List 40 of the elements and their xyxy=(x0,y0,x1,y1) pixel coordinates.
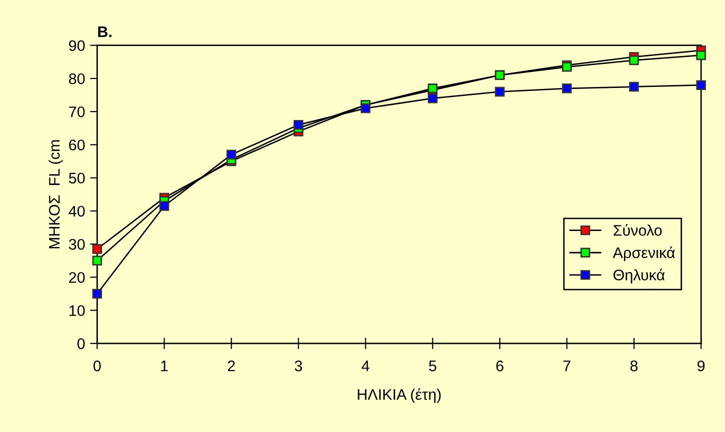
x-tick-label: 6 xyxy=(496,360,504,372)
y-tick-label: 50 xyxy=(68,172,85,184)
point xyxy=(159,201,170,211)
point xyxy=(562,84,572,94)
x-tick-label: 2 xyxy=(228,360,235,372)
x-tick-label: 8 xyxy=(630,360,638,372)
point xyxy=(226,150,236,160)
legend-label: Θηλυκά xyxy=(614,268,665,284)
y-axis-title: ΜΗΚΟΣ FL (cm xyxy=(48,140,63,248)
y-tick-label: 0 xyxy=(77,338,85,350)
point xyxy=(92,244,102,254)
point xyxy=(92,288,102,299)
point xyxy=(696,80,706,90)
y-tick-label: 10 xyxy=(70,305,85,316)
point xyxy=(629,55,639,66)
x-tick-label: 4 xyxy=(362,360,370,372)
point xyxy=(92,256,102,266)
legend-label: Σύνολο xyxy=(614,224,662,236)
y-tick-label: 20 xyxy=(69,272,85,283)
x-tick-label: 9 xyxy=(698,360,705,372)
point xyxy=(360,103,370,114)
x-tick-label: 0 xyxy=(94,360,101,372)
y-tick-label: 40 xyxy=(68,206,85,217)
x-tick-label: 3 xyxy=(294,360,302,372)
x-tick-label: 5 xyxy=(429,360,436,372)
x-tick-label: 1 xyxy=(161,360,168,372)
y-tick-label: 60 xyxy=(69,140,85,150)
x-tick-label: 7 xyxy=(563,360,570,372)
y-tick-label: 70 xyxy=(69,106,85,118)
y-tick-label: 80 xyxy=(69,73,85,84)
x-axis-title: ΗΛΙΚΙΑ (έτη) xyxy=(358,388,441,403)
point xyxy=(428,93,438,104)
point xyxy=(629,82,639,92)
point xyxy=(494,86,505,97)
y-tick-label: 30 xyxy=(68,238,85,250)
y-tick-label: 90 xyxy=(69,40,85,52)
legend-label: Αρσενικά xyxy=(612,246,675,262)
chart-title: B. xyxy=(98,26,112,38)
point xyxy=(294,120,304,130)
point xyxy=(696,50,706,60)
